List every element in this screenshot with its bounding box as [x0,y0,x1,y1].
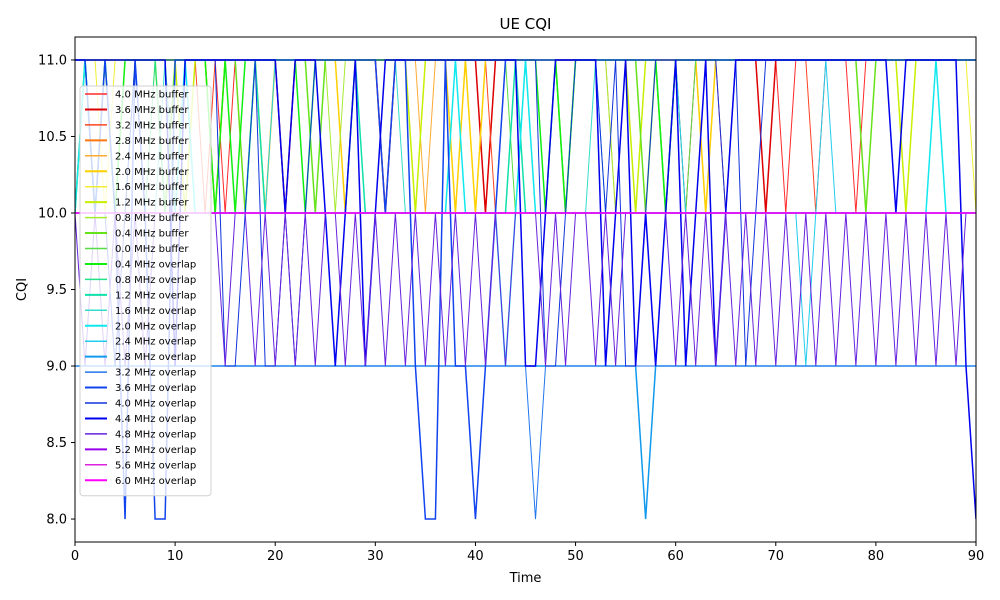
y-tick-label: 8.5 [46,436,67,451]
legend-item-2-4-mhz-buffer: 2.4 MHz buffer [85,151,189,162]
x-tick-label: 30 [367,549,384,564]
x-tick-label: 90 [968,549,985,564]
legend-item-5-6-mhz-overlap: 5.6 MHz overlap [85,460,196,471]
x-tick-label: 0 [71,549,79,564]
series-line-3-2-mhz-overlap [75,365,976,520]
legend-item-3-6-mhz-buffer: 3.6 MHz buffer [85,105,189,116]
legend-label: 2.0 MHz buffer [115,167,189,178]
legend-label: 2.4 MHz buffer [115,151,189,162]
chart-title: UE CQI [500,15,552,33]
legend-item-1-2-mhz-overlap: 1.2 MHz overlap [85,290,196,301]
y-tick-label: 9.0 [46,360,67,375]
legend-item-0-8-mhz-overlap: 0.8 MHz overlap [85,275,196,286]
legend-item-2-8-mhz-buffer: 2.8 MHz buffer [85,136,189,147]
legend-label: 1.2 MHz buffer [115,198,189,209]
legend-label: 6.0 MHz overlap [115,476,196,487]
legend-item-3-2-mhz-overlap: 3.2 MHz overlap [85,368,196,379]
legend-label: 3.2 MHz overlap [115,368,196,379]
y-tick-label: 9.5 [46,283,67,298]
x-tick-label: 50 [567,549,584,564]
legend-label: 2.4 MHz overlap [115,337,196,348]
legend-label: 1.6 MHz buffer [115,182,189,193]
y-axis-ticks: 8.0 8.5 9.0 9.5 10.0 10.5 11.0 [38,53,75,528]
legend-item-2-0-mhz-overlap: 2.0 MHz overlap [85,321,196,332]
x-axis-ticks: 0 10 20 30 40 50 60 70 80 90 [71,542,984,564]
legend-label: 0.8 MHz buffer [115,213,189,224]
y-axis-label: CQI [15,278,30,301]
legend-label: 4.0 MHz overlap [115,399,196,410]
series-line-4-4-mhz-overlap [75,59,976,520]
legend-item-0-8-mhz-buffer: 0.8 MHz buffer [85,213,189,224]
x-tick-label: 60 [667,549,684,564]
legend-label: 1.6 MHz overlap [115,306,196,317]
legend-item-2-0-mhz-buffer: 2.0 MHz buffer [85,167,189,178]
legend-item-0-0-mhz-buffer: 0.0 MHz buffer [85,244,189,255]
legend-item-5-2-mhz-overlap: 5.2 MHz overlap [85,445,196,456]
series-line-4-8-mhz-overlap [75,212,976,367]
legend-item-4-0-mhz-buffer: 4.0 MHz buffer [85,90,189,101]
y-tick-label: 8.0 [46,513,67,528]
legend-label: 3.6 MHz overlap [115,383,196,394]
x-tick-label: 20 [267,549,284,564]
legend-label: 3.6 MHz buffer [115,105,189,116]
y-tick-label: 10.0 [38,206,67,221]
legend-item-0-4-mhz-overlap: 0.4 MHz overlap [85,259,196,270]
legend-item-4-4-mhz-overlap: 4.4 MHz overlap [85,414,196,425]
y-tick-label: 11.0 [38,53,67,68]
legend-item-2-8-mhz-overlap: 2.8 MHz overlap [85,352,196,363]
legend-label: 2.0 MHz overlap [115,321,196,332]
legend: 4.0 MHz buffer 3.6 MHz buffer 3.2 MHz buff… [79,85,212,497]
legend-label: 4.8 MHz overlap [115,429,196,440]
legend-item-1-6-mhz-buffer: 1.6 MHz buffer [85,182,189,193]
y-tick-label: 10.5 [38,130,67,145]
legend-item-1-6-mhz-overlap: 1.6 MHz overlap [85,306,196,317]
x-axis-label: Time [509,571,542,586]
legend-item-3-6-mhz-overlap: 3.6 MHz overlap [85,383,196,394]
legend-label: 1.2 MHz overlap [115,290,196,301]
legend-label: 0.4 MHz buffer [115,229,189,240]
legend-label: 2.8 MHz overlap [115,352,196,363]
legend-item-4-8-mhz-overlap: 4.8 MHz overlap [85,429,196,440]
legend-label: 0.4 MHz overlap [115,259,196,270]
legend-label: 4.0 MHz buffer [115,90,189,101]
legend-label: 5.6 MHz overlap [115,460,196,471]
legend-label: 2.8 MHz buffer [115,136,189,147]
legend-item-2-4-mhz-overlap: 2.4 MHz overlap [85,337,196,348]
legend-label: 0.0 MHz buffer [115,244,189,255]
legend-item-1-2-mhz-buffer: 1.2 MHz buffer [85,198,189,209]
x-tick-label: 70 [768,549,785,564]
legend-label: 5.2 MHz overlap [115,445,196,456]
x-tick-label: 40 [467,549,484,564]
legend-item-6-0-mhz-overlap: 6.0 MHz overlap [85,476,196,487]
legend-label: 4.4 MHz overlap [115,414,196,425]
legend-label: 3.2 MHz buffer [115,120,189,131]
legend-item-0-4-mhz-buffer: 0.4 MHz buffer [85,229,189,240]
x-tick-label: 80 [868,549,885,564]
legend-item-4-0-mhz-overlap: 4.0 MHz overlap [85,399,196,410]
legend-item-3-2-mhz-buffer: 3.2 MHz buffer [85,120,189,131]
legend-box [79,85,212,497]
legend-label: 0.8 MHz overlap [115,275,196,286]
x-tick-label: 10 [167,549,184,564]
